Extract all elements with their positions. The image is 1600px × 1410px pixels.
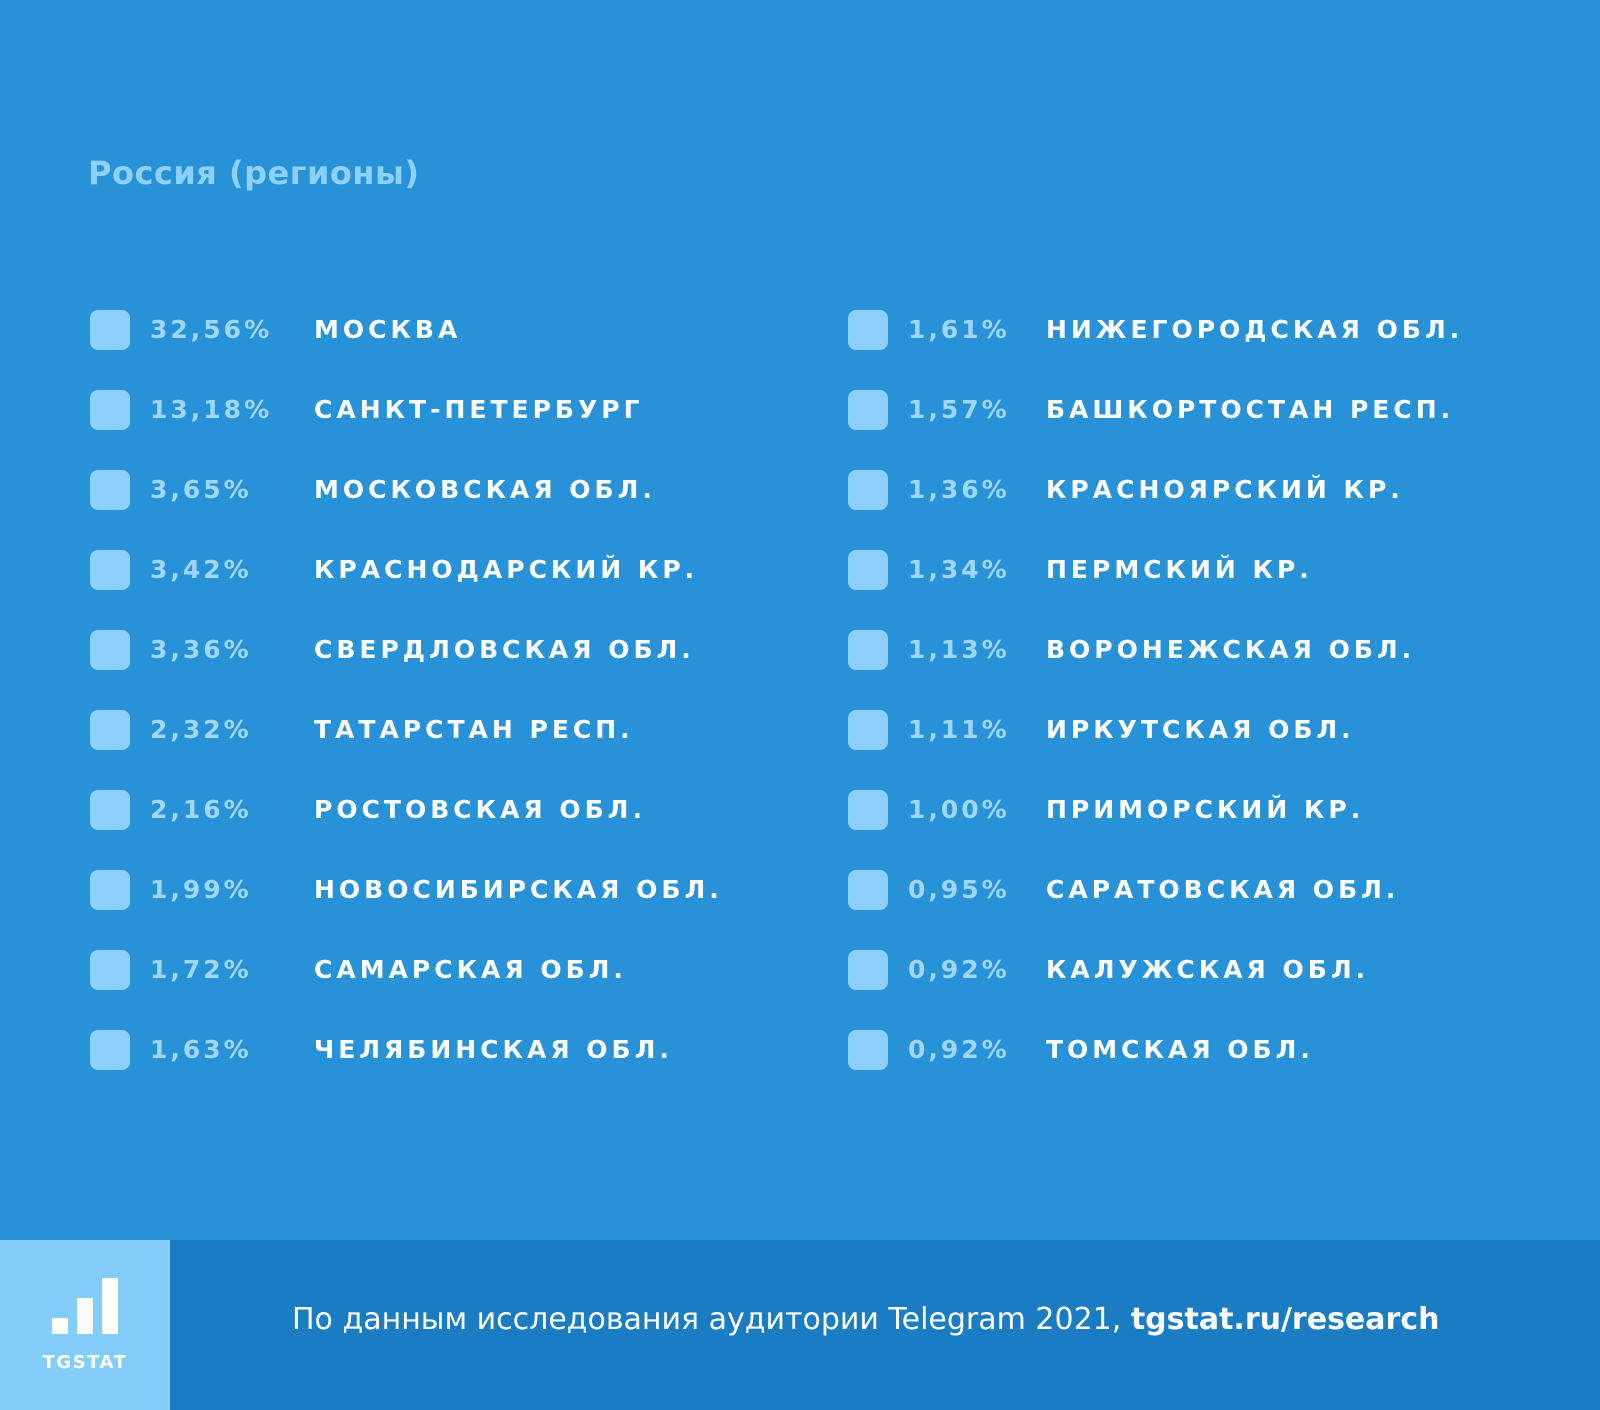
source-note: По данным исследования аудитории Telegra…	[292, 1302, 1439, 1337]
region-label: ПРИМОРСКИЙ КР.	[1046, 795, 1365, 824]
region-label: МОСКВА	[314, 315, 462, 344]
region-label: НОВОСИБИРСКАЯ ОБЛ.	[314, 875, 723, 904]
legend-row: 1,00% ПРИМОРСКИЙ КР.	[848, 790, 1568, 830]
percent-label: 32,56%	[150, 315, 273, 344]
legend-row: 1,13% ВОРОНЕЖСКАЯ ОБЛ.	[848, 630, 1568, 670]
legend-row: 3,36% СВЕРДЛОВСКАЯ ОБЛ.	[90, 630, 810, 670]
legend-row: 2,32% ТАТАРСТАН РЕСП.	[90, 710, 810, 750]
region-label: БАШКОРТОСТАН РЕСП.	[1046, 395, 1455, 424]
legend-row: 32,56% МОСКВА	[90, 310, 810, 350]
region-label: КАЛУЖСКАЯ ОБЛ.	[1046, 955, 1370, 984]
region-label: ИРКУТСКАЯ ОБЛ.	[1046, 715, 1355, 744]
region-label: ЧЕЛЯБИНСКАЯ ОБЛ.	[314, 1035, 673, 1064]
legend-swatch	[90, 310, 130, 350]
legend-row: 1,63% ЧЕЛЯБИНСКАЯ ОБЛ.	[90, 1030, 810, 1070]
legend-row: 1,34% ПЕРМСКИЙ КР.	[848, 550, 1568, 590]
legend-row: 13,18% САНКТ-ПЕТЕРБУРГ	[90, 390, 810, 430]
region-label: КРАСНОДАРСКИЙ КР.	[314, 555, 699, 584]
percent-label: 13,18%	[150, 395, 273, 424]
region-label: МОСКОВСКАЯ ОБЛ.	[314, 475, 656, 504]
chart-title: Россия (регионы)	[88, 154, 420, 192]
legend-swatch	[90, 1030, 130, 1070]
footer: TGSTAT По данным исследования аудитории …	[0, 1240, 1600, 1410]
percent-label: 1,99%	[150, 875, 252, 904]
legend-swatch	[848, 870, 888, 910]
region-label: ВОРОНЕЖСКАЯ ОБЛ.	[1046, 635, 1416, 664]
legend-swatch	[848, 630, 888, 670]
percent-label: 2,16%	[150, 795, 252, 824]
bar-chart-icon	[52, 1278, 118, 1334]
legend-row: 2,16% РОСТОВСКАЯ ОБЛ.	[90, 790, 810, 830]
legend-row: 0,92% КАЛУЖСКАЯ ОБЛ.	[848, 950, 1568, 990]
legend-swatch	[90, 950, 130, 990]
legend-row: 3,65% МОСКОВСКАЯ ОБЛ.	[90, 470, 810, 510]
percent-label: 0,92%	[908, 955, 1010, 984]
percent-label: 1,11%	[908, 715, 1010, 744]
legend-swatch	[848, 310, 888, 350]
percent-label: 3,36%	[150, 635, 252, 664]
legend-row: 1,57% БАШКОРТОСТАН РЕСП.	[848, 390, 1568, 430]
percent-label: 1,72%	[150, 955, 252, 984]
legend-row: 1,99% НОВОСИБИРСКАЯ ОБЛ.	[90, 870, 810, 910]
region-label: СВЕРДЛОВСКАЯ ОБЛ.	[314, 635, 695, 664]
legend-swatch	[848, 950, 888, 990]
region-label: РОСТОВСКАЯ ОБЛ.	[314, 795, 646, 824]
percent-label: 1,63%	[150, 1035, 252, 1064]
legend-swatch	[848, 390, 888, 430]
legend-row: 1,61% НИЖЕГОРОДСКАЯ ОБЛ.	[848, 310, 1568, 350]
percent-label: 1,13%	[908, 635, 1010, 664]
percent-label: 1,61%	[908, 315, 1010, 344]
legend-swatch	[90, 550, 130, 590]
region-label: САРАТОВСКАЯ ОБЛ.	[1046, 875, 1400, 904]
percent-label: 1,34%	[908, 555, 1010, 584]
region-label: КРАСНОЯРСКИЙ КР.	[1046, 475, 1404, 504]
tgstat-logo[interactable]: TGSTAT	[0, 1240, 170, 1410]
legend-swatch	[848, 470, 888, 510]
percent-label: 2,32%	[150, 715, 252, 744]
percent-label: 3,65%	[150, 475, 252, 504]
legend-swatch	[90, 710, 130, 750]
source-text: По данным исследования аудитории Telegra…	[292, 1302, 1131, 1337]
logo-label: TGSTAT	[42, 1352, 128, 1373]
region-label: НИЖЕГОРОДСКАЯ ОБЛ.	[1046, 315, 1464, 344]
legend-row: 1,72% САМАРСКАЯ ОБЛ.	[90, 950, 810, 990]
region-label: ТАТАРСТАН РЕСП.	[314, 715, 634, 744]
legend-row: 1,11% ИРКУТСКАЯ ОБЛ.	[848, 710, 1568, 750]
percent-label: 0,95%	[908, 875, 1010, 904]
percent-label: 0,92%	[908, 1035, 1010, 1064]
legend-row: 0,92% ТОМСКАЯ ОБЛ.	[848, 1030, 1568, 1070]
legend-row: 0,95% САРАТОВСКАЯ ОБЛ.	[848, 870, 1568, 910]
legend-row: 1,36% КРАСНОЯРСКИЙ КР.	[848, 470, 1568, 510]
legend-swatch	[848, 550, 888, 590]
legend-swatch	[848, 1030, 888, 1070]
region-label: ТОМСКАЯ ОБЛ.	[1046, 1035, 1314, 1064]
legend-swatch	[90, 790, 130, 830]
legend-swatch	[90, 630, 130, 670]
legend-swatch	[848, 710, 888, 750]
percent-label: 3,42%	[150, 555, 252, 584]
legend-swatch	[848, 790, 888, 830]
source-link[interactable]: tgstat.ru/research	[1130, 1302, 1440, 1337]
region-label: САНКТ-ПЕТЕРБУРГ	[314, 395, 644, 424]
region-label: САМАРСКАЯ ОБЛ.	[314, 955, 627, 984]
legend-swatch	[90, 870, 130, 910]
percent-label: 1,00%	[908, 795, 1010, 824]
percent-label: 1,36%	[908, 475, 1010, 504]
percent-label: 1,57%	[908, 395, 1010, 424]
legend-row: 3,42% КРАСНОДАРСКИЙ КР.	[90, 550, 810, 590]
legend-swatch	[90, 390, 130, 430]
region-label: ПЕРМСКИЙ КР.	[1046, 555, 1313, 584]
legend-swatch	[90, 470, 130, 510]
region-list: 32,56% МОСКВА 13,18% САНКТ-ПЕТЕРБУРГ 3,65% МО…	[90, 310, 1568, 1070]
